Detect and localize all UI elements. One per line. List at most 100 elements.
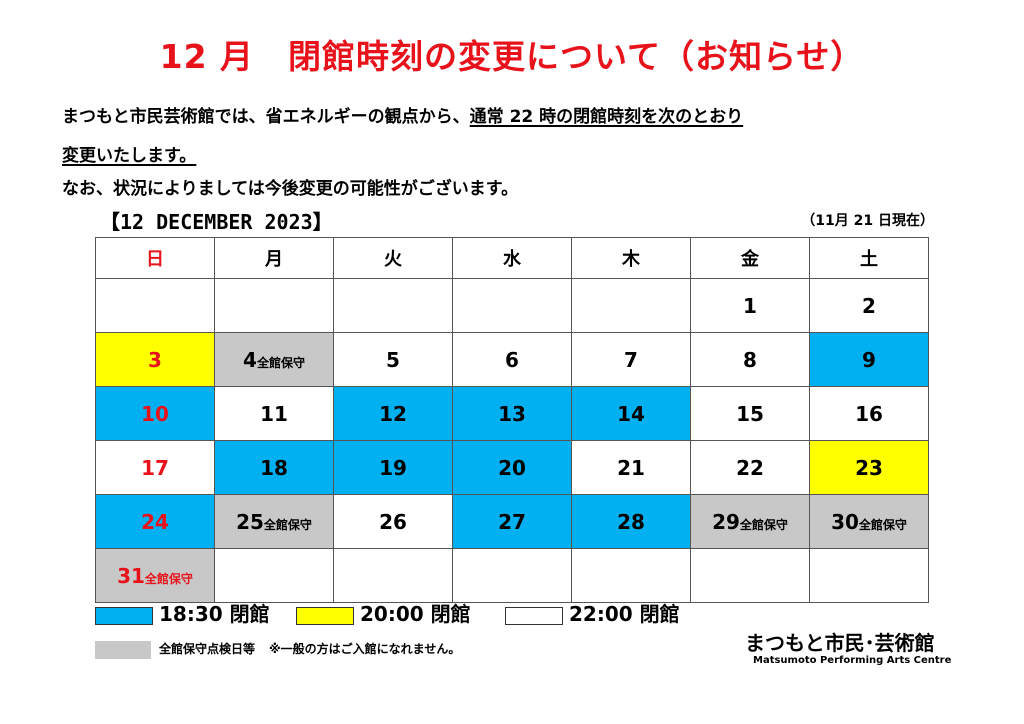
calendar-day-cell xyxy=(214,278,334,333)
calendar-week-row: 24 25全館保守 26 27 28 29全館保守 30全館保守 xyxy=(95,494,929,549)
calendar-table: 日 月 火 水 木 金 土 1 2 3 4全館保守 5 6 7 8 9 10 11 12 13 14 15 1… xyxy=(95,237,929,603)
day-number: 11 xyxy=(260,401,288,426)
day-number: 10 xyxy=(141,401,169,426)
legend-label: 20:00 閉館 xyxy=(360,602,471,626)
calendar-day-cell: 16 xyxy=(809,386,929,441)
calendar-day-cell: 7 xyxy=(571,332,691,387)
legend-swatch-blue xyxy=(95,606,153,625)
calendar-day-cell: 24 xyxy=(95,494,215,549)
weekday-tue: 火 xyxy=(333,237,453,279)
day-number: 7 xyxy=(624,347,638,372)
weekday-sat: 土 xyxy=(809,237,929,279)
calendar-week-row: 17 18 19 20 21 22 23 xyxy=(95,440,929,495)
calendar-week-row: 10 11 12 13 14 15 16 xyxy=(95,386,929,441)
legend-white: 22:00 閉館 xyxy=(505,598,680,627)
weekday-header-row: 日 月 火 水 木 金 土 xyxy=(95,237,929,279)
day-number: 23 xyxy=(855,455,883,480)
weekday-sun: 日 xyxy=(95,237,215,279)
day-number: 26 xyxy=(379,509,407,534)
as-of-date: （11月 21 日現在） xyxy=(801,213,934,229)
legend-swatch-gray xyxy=(95,640,151,659)
maintenance-note: 全館保守 xyxy=(263,517,312,532)
calendar-day-cell xyxy=(571,278,691,333)
legend-yellow: 20:00 閉館 xyxy=(296,598,471,627)
calendar-day-cell xyxy=(214,548,334,603)
day-number: 20 xyxy=(498,455,526,480)
maintenance-note: 全館保守 xyxy=(739,517,788,532)
day-number: 13 xyxy=(498,401,526,426)
day-number: 31 xyxy=(117,563,145,588)
calendar-day-cell xyxy=(690,548,810,603)
calendar-body: 1 2 3 4全館保守 5 6 7 8 9 10 11 12 13 14 15 16 17 18 19 20 21 22 2… xyxy=(95,278,929,603)
day-number: 8 xyxy=(743,347,757,372)
calendar-day-cell: 25全館保守 xyxy=(214,494,334,549)
calendar-day-cell xyxy=(809,548,929,603)
calendar-day-cell: 26 xyxy=(333,494,453,549)
day-number: 18 xyxy=(260,455,288,480)
weekday-thu: 木 xyxy=(571,237,691,279)
calendar-day-cell: 10 xyxy=(95,386,215,441)
calendar-day-cell: 1 xyxy=(690,278,810,333)
day-number: 28 xyxy=(617,509,645,534)
calendar-week-row: 31全館保守 xyxy=(95,548,929,603)
day-number: 30 xyxy=(831,509,859,534)
day-number: 2 xyxy=(862,293,876,318)
calendar-day-cell: 17 xyxy=(95,440,215,495)
maintenance-note: 全館保守 xyxy=(858,517,907,532)
calendar-day-cell xyxy=(333,278,453,333)
calendar-day-cell xyxy=(333,548,453,603)
calendar-day-cell xyxy=(571,548,691,603)
legend-label: 22:00 閉館 xyxy=(569,602,680,626)
day-number: 15 xyxy=(736,401,764,426)
calendar-day-cell: 23 xyxy=(809,440,929,495)
intro-line-1: まつもと市民芸術館では、省エネルギーの観点から、通常 22 時の閉館時刻を次のと… xyxy=(62,102,743,127)
legend-label: 18:30 閉館 xyxy=(159,602,270,626)
calendar-day-cell: 18 xyxy=(214,440,334,495)
intro-underlined-text: 通常 22 時の閉館時刻を次のとおり xyxy=(469,107,744,127)
calendar-week-row: 3 4全館保守 5 6 7 8 9 xyxy=(95,332,929,387)
calendar-day-cell: 3 xyxy=(95,332,215,387)
calendar-day-cell: 27 xyxy=(452,494,572,549)
calendar-day-cell: 28 xyxy=(571,494,691,549)
calendar-day-cell: 14 xyxy=(571,386,691,441)
calendar-day-cell: 15 xyxy=(690,386,810,441)
legend-swatch-yellow xyxy=(296,606,354,625)
calendar-day-cell xyxy=(452,278,572,333)
legend-blue: 18:30 閉館 xyxy=(95,598,270,627)
month-label: 【12 DECEMBER 2023】 xyxy=(100,210,333,234)
calendar-day-cell: 31全館保守 xyxy=(95,548,215,603)
day-number: 24 xyxy=(141,509,169,534)
calendar-day-cell: 9 xyxy=(809,332,929,387)
calendar-day-cell: 19 xyxy=(333,440,453,495)
calendar-day-cell: 21 xyxy=(571,440,691,495)
legend-label: 全館保守点検日等 xyxy=(159,642,256,656)
legend-swatch-white xyxy=(505,606,563,625)
calendar-day-cell: 6 xyxy=(452,332,572,387)
maintenance-note: 全館保守 xyxy=(144,571,193,586)
day-number: 22 xyxy=(736,455,764,480)
calendar-day-cell: 2 xyxy=(809,278,929,333)
legend-note: ※一般の方はご入館になれません。 xyxy=(269,642,461,656)
day-number: 4 xyxy=(243,347,257,372)
day-number: 19 xyxy=(379,455,407,480)
calendar-day-cell: 20 xyxy=(452,440,572,495)
calendar-day-cell: 13 xyxy=(452,386,572,441)
weekday-wed: 水 xyxy=(452,237,572,279)
calendar-day-cell: 12 xyxy=(333,386,453,441)
day-number: 29 xyxy=(712,509,740,534)
day-number: 5 xyxy=(386,347,400,372)
page-title: 12 月 閉館時刻の変更について（お知らせ） xyxy=(159,37,865,76)
calendar-day-cell: 8 xyxy=(690,332,810,387)
intro-underlined-text: 変更いたします。 xyxy=(62,146,197,166)
day-number: 6 xyxy=(505,347,519,372)
calendar-day-cell xyxy=(95,278,215,333)
day-number: 14 xyxy=(617,401,645,426)
logo-japanese: まつもと市民･芸術館 xyxy=(745,631,935,655)
day-number: 17 xyxy=(141,455,169,480)
calendar-day-cell: 11 xyxy=(214,386,334,441)
day-number: 1 xyxy=(743,293,757,318)
calendar-day-cell: 22 xyxy=(690,440,810,495)
day-number: 9 xyxy=(862,347,876,372)
logo-english: Matsumoto Performing Arts Centre xyxy=(753,655,952,666)
